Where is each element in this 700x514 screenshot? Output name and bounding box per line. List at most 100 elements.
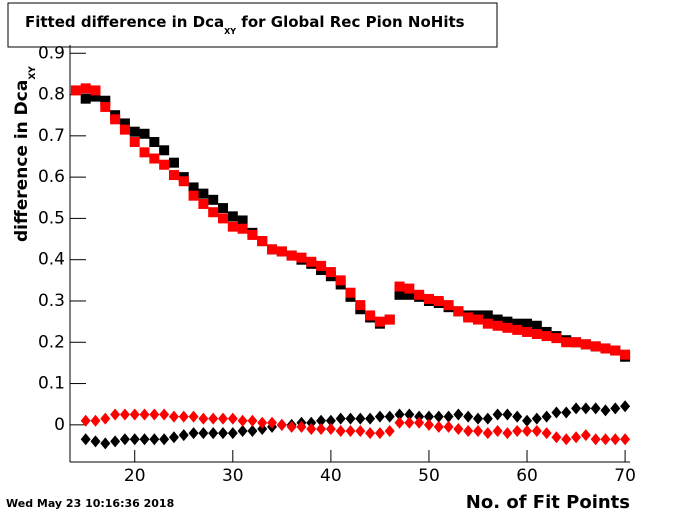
chart-title: Fitted difference in DcaXY for Global Re… (25, 13, 465, 36)
square-marker (531, 329, 542, 340)
diamond-marker (522, 425, 533, 438)
square-marker (139, 147, 150, 158)
diamond-marker (561, 406, 572, 419)
square-marker (188, 182, 199, 193)
x-tick-label: 40 (320, 466, 342, 486)
square-marker (286, 250, 297, 261)
square-marker (119, 124, 130, 135)
diamond-marker (237, 425, 248, 438)
y-tick-label: 0.1 (38, 374, 65, 394)
diamond-marker (404, 408, 415, 421)
diamond-marker (610, 402, 621, 415)
square-marker (208, 207, 219, 218)
square-marker (80, 83, 91, 94)
square-marker (70, 85, 81, 96)
square-marker (394, 281, 405, 292)
square-marker (198, 188, 209, 199)
diamond-marker (90, 414, 101, 427)
square-marker (522, 318, 533, 329)
square-marker (227, 221, 238, 232)
diamond-marker (590, 433, 601, 446)
diamond-marker (561, 433, 572, 446)
diamond-marker (482, 427, 493, 440)
diamond-marker (610, 433, 621, 446)
diamond-marker (227, 427, 238, 440)
x-tick-label: 50 (418, 466, 440, 486)
diamond-marker (620, 400, 631, 413)
square-marker (433, 295, 444, 306)
square-marker (620, 349, 631, 360)
square-marker (237, 223, 248, 234)
y-label-sub: XY (28, 66, 38, 80)
diamond-marker (394, 416, 405, 429)
square-marker (531, 320, 542, 331)
diamond-marker (472, 412, 483, 425)
square-marker (580, 339, 591, 350)
square-marker (100, 101, 111, 112)
diamond-marker (580, 402, 591, 415)
square-marker (355, 300, 366, 311)
diamond-marker (237, 414, 248, 427)
diamond-marker (247, 425, 258, 438)
x-tick-label: 70 (614, 466, 636, 486)
diamond-marker (522, 414, 533, 427)
diamond-marker (482, 412, 493, 425)
diamond-marker (590, 402, 601, 415)
x-tick-label: 60 (516, 466, 538, 486)
diamond-marker (168, 410, 179, 423)
diamond-marker (580, 429, 591, 442)
diamond-marker (472, 425, 483, 438)
diamond-marker (355, 412, 366, 425)
diamond-marker (178, 429, 189, 442)
square-marker (276, 246, 287, 257)
square-marker (365, 310, 376, 321)
diamond-marker (129, 433, 140, 446)
diamond-marker (325, 414, 336, 427)
square-marker (188, 190, 199, 201)
diamond-marker (168, 431, 179, 444)
square-marker (198, 198, 209, 209)
square-marker (571, 337, 582, 348)
diamond-marker (227, 412, 238, 425)
diamond-marker (257, 416, 268, 429)
diamond-marker (159, 408, 170, 421)
diamond-marker (188, 427, 199, 440)
diamond-marker (365, 412, 376, 425)
square-marker (149, 137, 160, 148)
square-marker (423, 293, 434, 304)
diamond-marker (600, 433, 611, 446)
diamond-marker (531, 412, 542, 425)
y-tick-label: 0.3 (38, 291, 65, 311)
diamond-marker (188, 410, 199, 423)
diamond-marker (159, 433, 170, 446)
square-marker (492, 320, 503, 331)
square-marker (443, 300, 454, 311)
diamond-marker (296, 420, 307, 433)
diamond-marker (276, 418, 287, 431)
diamond-marker (541, 427, 552, 440)
square-marker (306, 256, 317, 267)
title-rest: for Global Rec Pion NoHits (236, 13, 465, 31)
diamond-marker (139, 433, 150, 446)
square-marker (335, 275, 346, 286)
diamond-marker (316, 414, 327, 427)
diamond-marker (286, 420, 297, 433)
square-marker (80, 93, 91, 104)
diamond-marker (384, 425, 395, 438)
diamond-marker (217, 427, 228, 440)
diamond-marker (208, 427, 219, 440)
square-marker (610, 345, 621, 356)
diamond-marker (414, 410, 425, 423)
x-tick-label: 30 (222, 466, 244, 486)
square-marker (384, 314, 395, 325)
square-marker (149, 153, 160, 164)
square-marker (257, 236, 268, 247)
square-marker (512, 324, 523, 335)
diamond-marker (100, 412, 111, 425)
diamond-marker (423, 418, 434, 431)
diamond-marker (217, 412, 228, 425)
y-tick-label: 0.9 (38, 43, 65, 63)
diamond-marker (355, 425, 366, 438)
diamond-marker (257, 422, 268, 435)
y-tick-label: 0.5 (38, 208, 65, 228)
